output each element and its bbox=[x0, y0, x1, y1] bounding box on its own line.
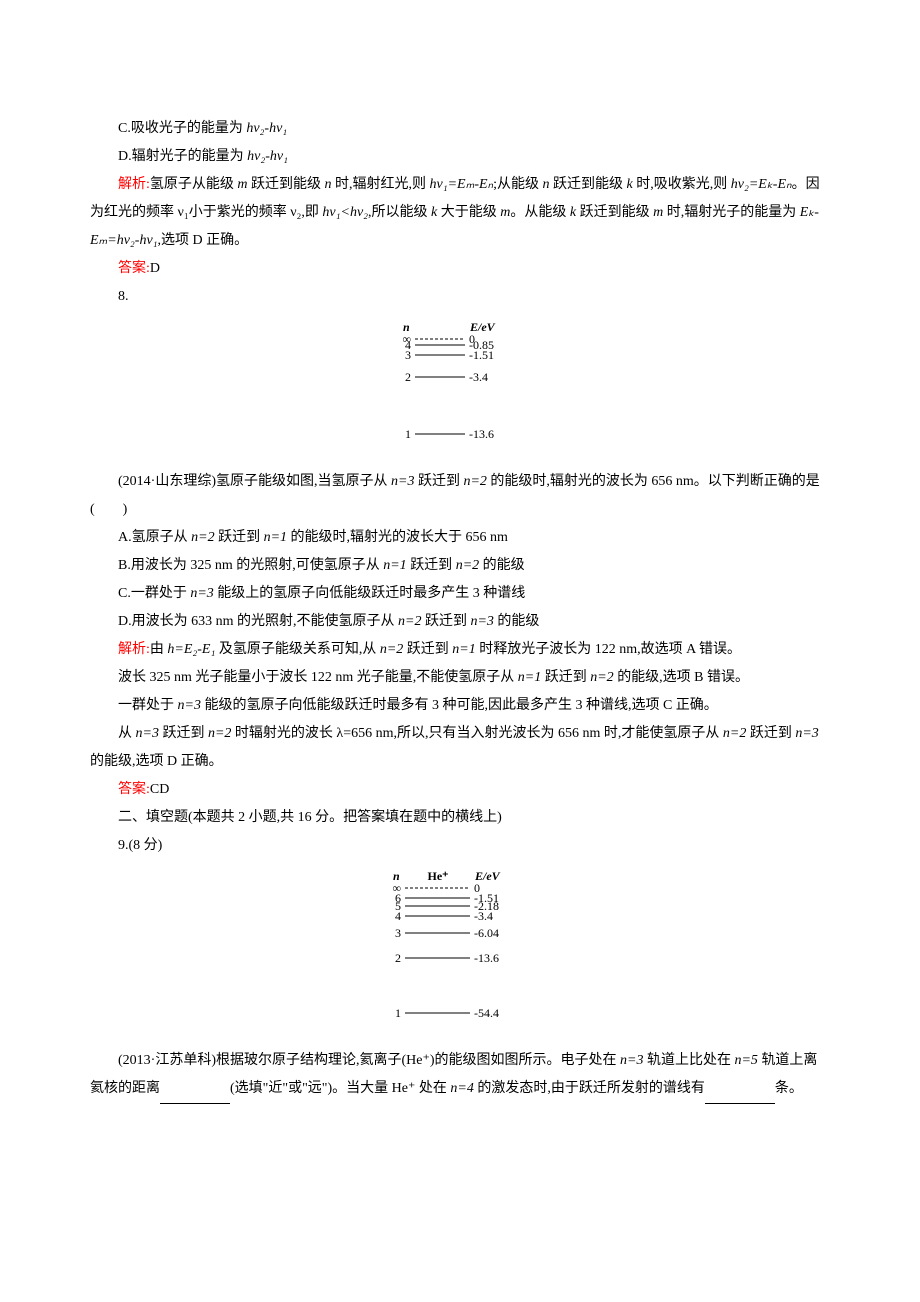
svg-text:1: 1 bbox=[405, 427, 411, 441]
svg-text:3: 3 bbox=[405, 348, 411, 362]
blank-1 bbox=[160, 1075, 230, 1104]
svg-text:4: 4 bbox=[395, 909, 401, 923]
svg-text:2: 2 bbox=[395, 951, 401, 965]
q8-analysis-p3: 一群处于 n=3 能级的氢原子向低能级跃迁时最多有 3 种可能,因此最多产生 3… bbox=[90, 692, 830, 720]
svg-text:-1.51: -1.51 bbox=[469, 348, 494, 362]
q8-stem: (2014·山东理综)氢原子能级如图,当氢原子从 n=3 跃迁到 n=2 的能级… bbox=[90, 468, 830, 524]
svg-text:-13.6: -13.6 bbox=[474, 951, 499, 965]
q9-stem: (2013·江苏单科)根据玻尔原子结构理论,氦离子(He⁺)的能级图如图所示。电… bbox=[90, 1047, 830, 1104]
svg-text:2: 2 bbox=[405, 370, 411, 384]
q8-energy-diagram: nE/eV∞04-0.853-1.512-3.41-13.6 bbox=[90, 319, 830, 460]
q7-analysis: 解析:氢原子从能级 m 跃迁到能级 n 时,辐射红光,则 hν₁=Eₘ-Eₙ;从… bbox=[90, 171, 830, 255]
svg-text:-3.4: -3.4 bbox=[469, 370, 488, 384]
svg-text:-3.4: -3.4 bbox=[474, 909, 493, 923]
q7-answer: 答案:D bbox=[90, 255, 830, 283]
q8-option-a: A.氢原子从 n=2 跃迁到 n=1 的能级时,辐射光的波长大于 656 nm bbox=[90, 524, 830, 552]
q8-option-c: C.一群处于 n=3 能级上的氢原子向低能级跃迁时最多产生 3 种谱线 bbox=[90, 580, 830, 608]
q8-option-d: D.用波长为 633 nm 的光照射,不能使氢原子从 n=2 跃迁到 n=3 的… bbox=[90, 608, 830, 636]
section-2-heading: 二、填空题(本题共 2 小题,共 16 分。把答案填在题中的横线上) bbox=[90, 804, 830, 832]
q8-option-b: B.用波长为 325 nm 的光照射,可使氢原子从 n=1 跃迁到 n=2 的能… bbox=[90, 552, 830, 580]
q8-number: 8. bbox=[90, 283, 830, 311]
q7-option-d: D.辐射光子的能量为 hν₂-hν₁ bbox=[90, 143, 830, 171]
q9-number: 9.(8 分) bbox=[90, 832, 830, 860]
q8-answer: 答案:CD bbox=[90, 776, 830, 804]
q9-energy-diagram: nHe⁺E/eV∞06-1.515-2.184-3.43-6.042-13.61… bbox=[90, 868, 830, 1039]
svg-text:He⁺: He⁺ bbox=[428, 869, 449, 883]
svg-text:1: 1 bbox=[395, 1006, 401, 1020]
blank-2 bbox=[705, 1075, 775, 1104]
svg-text:-54.4: -54.4 bbox=[474, 1006, 499, 1020]
q8-analysis-p2: 波长 325 nm 光子能量小于波长 122 nm 光子能量,不能使氢原子从 n… bbox=[90, 664, 830, 692]
svg-text:-13.6: -13.6 bbox=[469, 427, 494, 441]
q7-option-c: C.吸收光子的能量为 hν₂-hν₁ bbox=[90, 115, 830, 143]
q8-analysis-p1: 解析:由 h=E₂-E₁ 及氢原子能级关系可知,从 n=2 跃迁到 n=1 时释… bbox=[90, 636, 830, 664]
svg-text:-6.04: -6.04 bbox=[474, 926, 499, 940]
svg-text:3: 3 bbox=[395, 926, 401, 940]
q8-analysis-p4: 从 n=3 跃迁到 n=2 时辐射光的波长 λ=656 nm,所以,只有当入射光… bbox=[90, 720, 830, 776]
